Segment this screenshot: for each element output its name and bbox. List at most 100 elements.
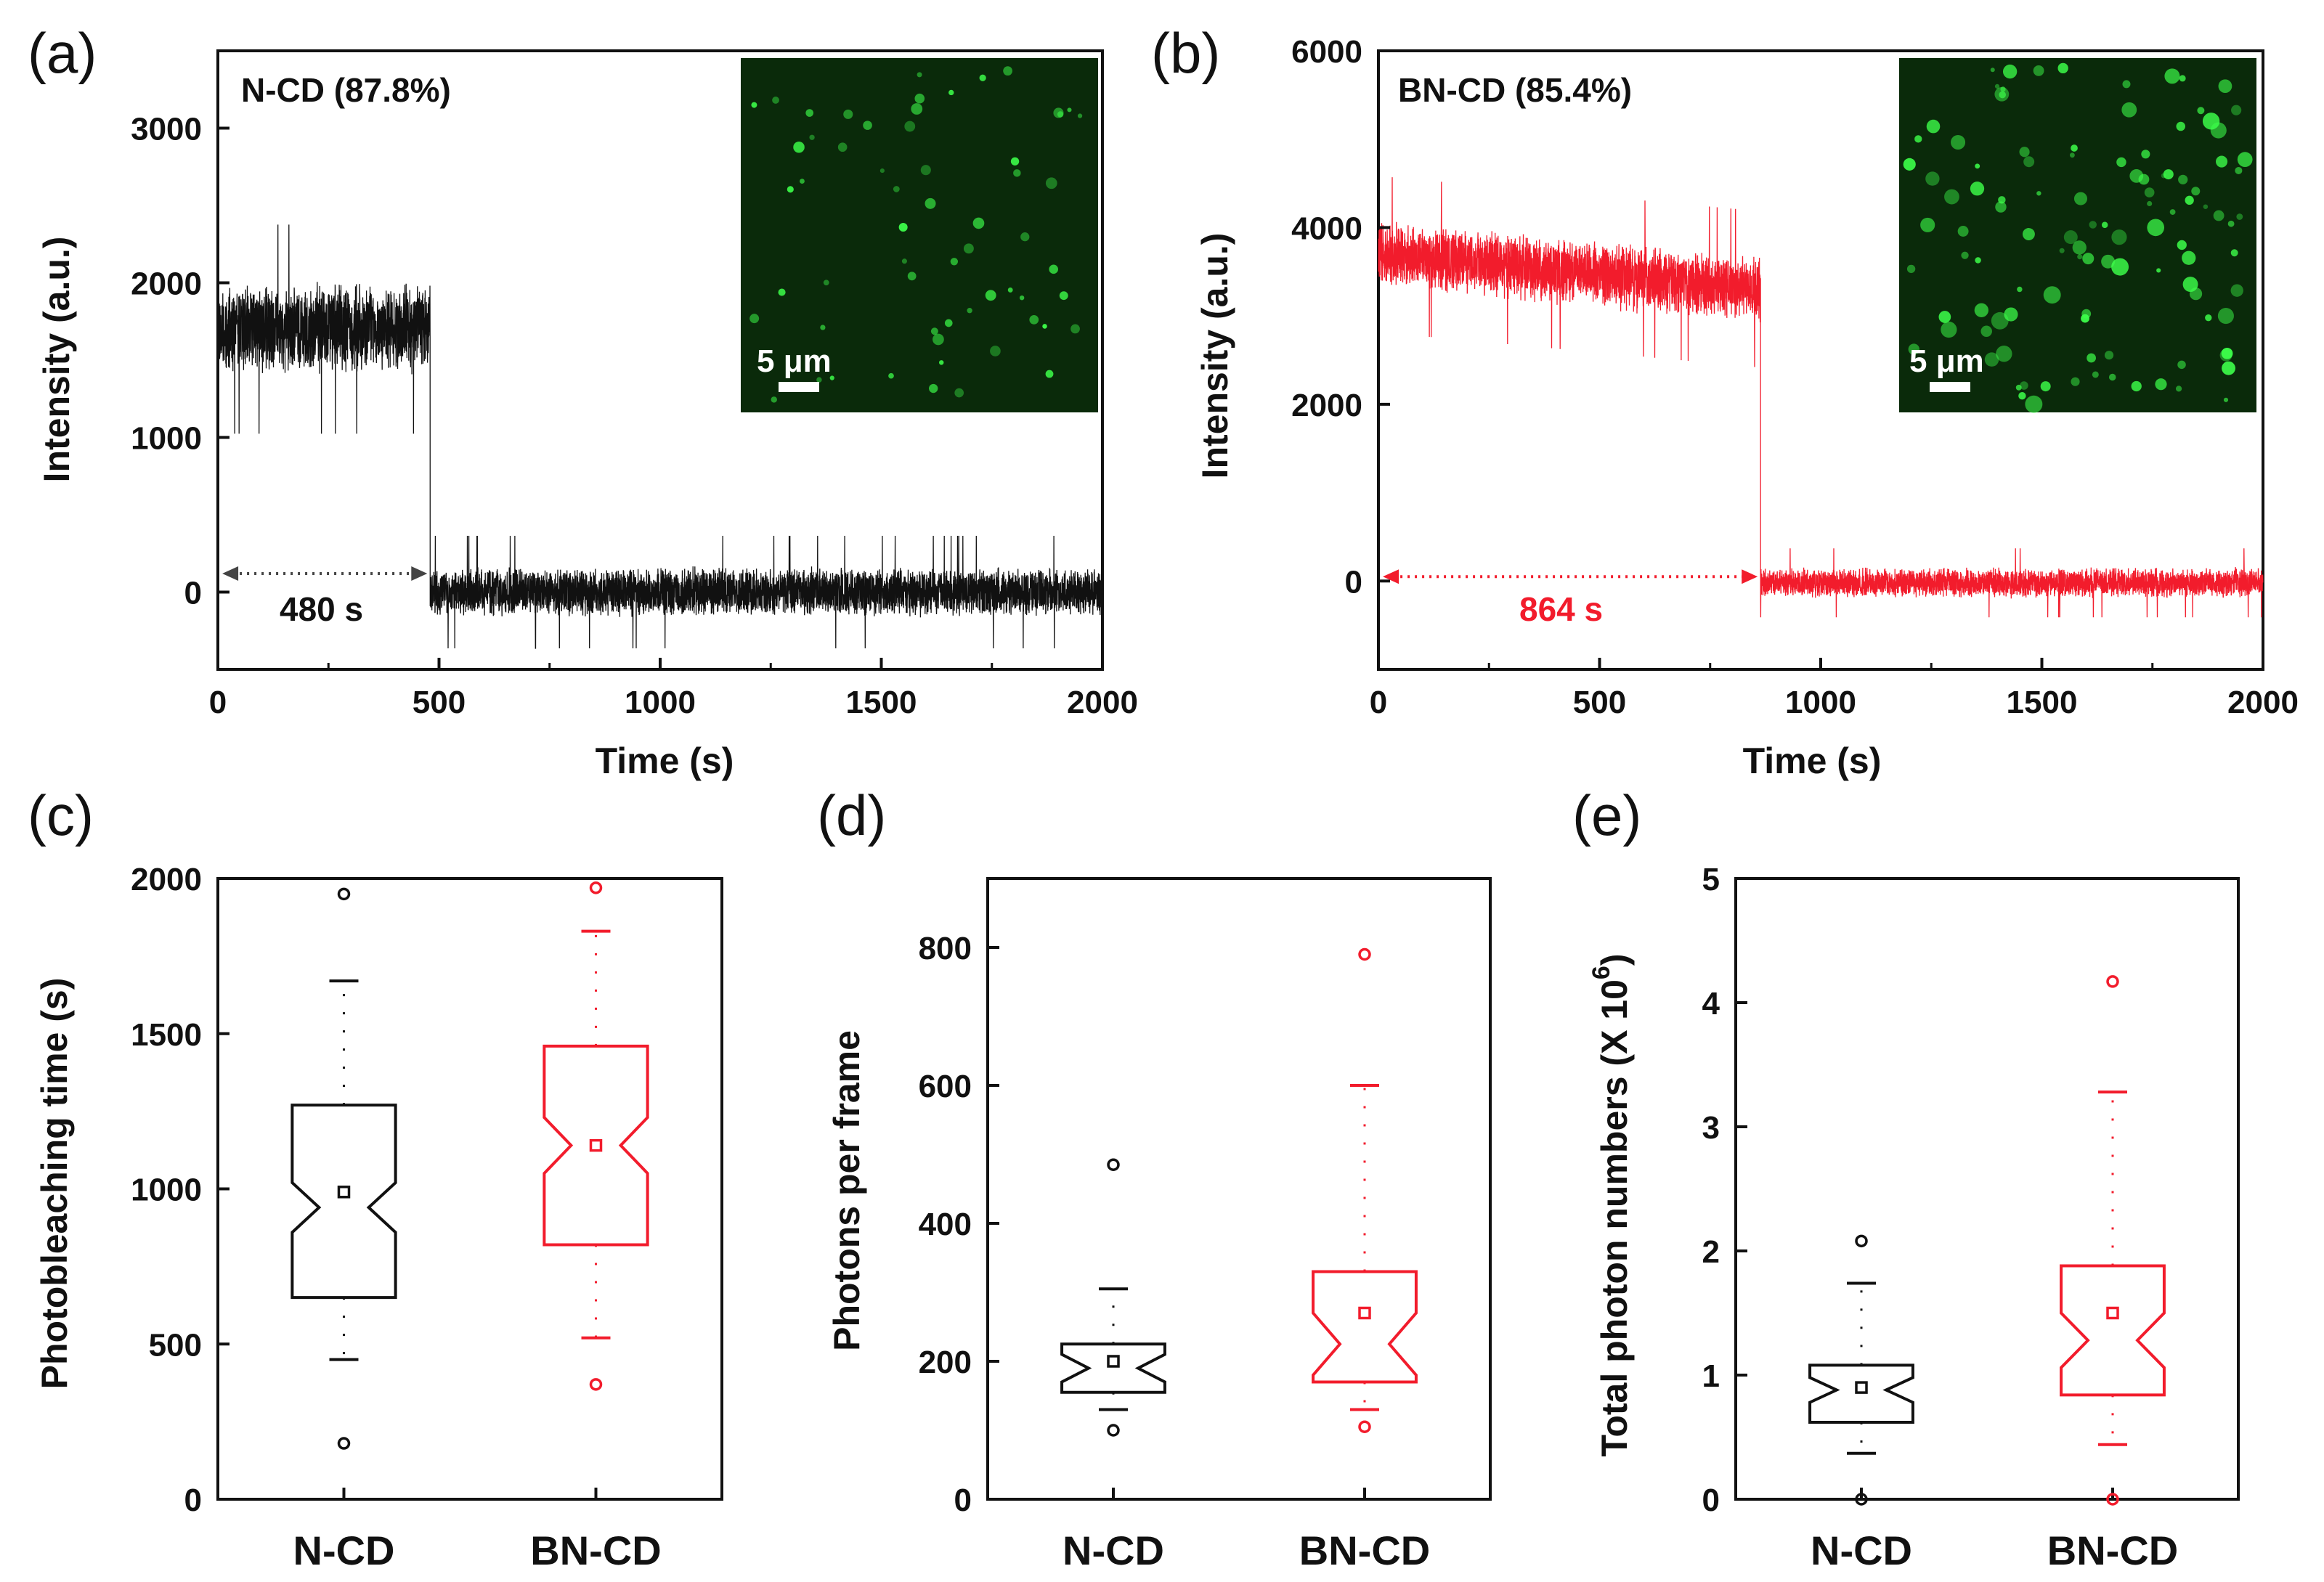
y-tick-label: 2000 — [131, 266, 202, 302]
fluorescent-spot — [820, 325, 826, 330]
y-tick-label: 400 — [919, 1207, 972, 1242]
fluorescent-spot — [2138, 174, 2150, 185]
fluorescent-spot — [800, 179, 805, 184]
y-axis-title-e-main: Total photon numbers (X 10 — [1594, 979, 1635, 1456]
fluorescent-spot — [1995, 201, 2007, 213]
y-tick-label: 4000 — [1291, 211, 1362, 246]
y-tick-label: 0 — [1345, 564, 1362, 600]
arrow-head-left — [1383, 569, 1399, 584]
fluorescent-spot — [1941, 321, 1957, 338]
panel-label-b: (b) — [1151, 21, 1220, 85]
fluorescent-spot — [816, 377, 822, 383]
y-axis-title-c: Photobleaching time (s) — [34, 978, 75, 1390]
boxplot-c: 0 500 1000 1500 2000 N-CD BN-CD — [131, 862, 662, 1573]
y-tick-label: 4 — [1702, 986, 1720, 1022]
fluorescent-spot — [1975, 257, 1981, 264]
fluorescent-spot — [2002, 64, 2018, 79]
fluorescent-spot — [829, 375, 834, 380]
fluorescent-spot — [2017, 286, 2023, 293]
fluorescent-spot — [2116, 157, 2126, 168]
y-tick-label: 1000 — [131, 1173, 202, 1208]
fluorescent-spot — [1903, 158, 1916, 171]
notched-box — [1312, 1270, 1418, 1384]
category-label: N-CD — [1811, 1528, 1912, 1573]
y-tick-label: 600 — [919, 1069, 972, 1104]
fluorescent-spot — [2022, 228, 2035, 240]
fluorescent-spot — [2203, 204, 2209, 209]
fluorescent-spot — [2227, 220, 2235, 227]
notched-box — [2060, 1264, 2166, 1397]
fluorescent-spot — [2019, 147, 2030, 158]
fluorescent-spot — [1970, 182, 1985, 196]
notched-box — [290, 1104, 397, 1300]
y-tick-label: 1000 — [131, 421, 202, 457]
fluorescent-spot — [1920, 217, 1935, 232]
panel-a: (a) 5 μm 0 500 1000 1500 2000 0100020003000 … — [28, 21, 1138, 781]
fluorescence-inset-a: 5 μm — [741, 58, 1098, 412]
fluorescent-spot — [2164, 68, 2180, 84]
fluorescent-spot — [787, 186, 794, 193]
fluorescent-spot — [2040, 381, 2051, 392]
category-label: BN-CD — [2047, 1528, 2178, 1573]
fluorescent-spot — [888, 372, 894, 379]
y-tick-label: 1500 — [131, 1017, 202, 1053]
fluorescent-spot — [2036, 191, 2041, 196]
panel-label-c: (c) — [28, 783, 94, 847]
mean-marker — [337, 1186, 351, 1199]
x-tick-label: 1500 — [846, 685, 917, 720]
outlier-point — [337, 887, 351, 901]
fluorescent-spot — [843, 109, 853, 119]
fluorescent-spot — [2177, 240, 2187, 250]
fluorescent-spot — [1994, 86, 2010, 102]
fluorescent-spot — [837, 142, 848, 152]
fluorescent-spot — [1003, 66, 1012, 76]
fluorescent-spot — [1994, 83, 2000, 89]
y-tick-label: 800 — [919, 931, 972, 966]
fluorescent-spot — [2071, 377, 2080, 386]
fluorescent-spot — [1053, 107, 1064, 118]
fluorescent-spot — [2216, 155, 2228, 168]
outlier-point — [337, 1437, 351, 1450]
fluorescent-spot — [2221, 347, 2233, 359]
fluorescent-spot — [2217, 308, 2234, 325]
fluorescent-spot — [907, 272, 917, 281]
fluorescent-spot — [2141, 150, 2150, 159]
fluorescent-spot — [911, 103, 923, 115]
y-tick-label: 5 — [1702, 862, 1720, 897]
outlier-point — [589, 1378, 603, 1391]
fluorescent-spot — [1029, 315, 1039, 325]
fluorescent-spot — [2101, 254, 2116, 269]
fluorescent-spot — [1059, 291, 1068, 301]
fluorescent-spot — [901, 258, 907, 264]
fluorescent-spot — [1980, 325, 1992, 338]
fluorescent-spot — [2057, 62, 2068, 74]
fluorescent-spot — [2176, 121, 2186, 131]
fluorescent-spot — [1906, 264, 1916, 274]
fluorescent-spot — [967, 308, 972, 314]
x-tick-label: 2000 — [1067, 685, 1138, 720]
arrow-head-right — [411, 566, 428, 581]
fluorescent-spot — [749, 314, 760, 324]
y-tick-label: 2000 — [131, 862, 202, 897]
x-tick-label: 1500 — [2007, 685, 2078, 720]
fluorescent-spot — [2033, 65, 2044, 76]
y-tick-label: 500 — [149, 1327, 202, 1363]
fluorescent-spot — [1975, 163, 1980, 169]
y-ticks-b: 0 2000 4000 6000 — [1291, 34, 1390, 600]
fluorescent-spot — [2111, 229, 2127, 245]
category-label: N-CD — [1063, 1528, 1164, 1573]
fluorescent-spot — [793, 142, 805, 153]
fluorescent-spot — [1045, 177, 1057, 189]
x-axis-title-a: Time (s) — [596, 741, 734, 781]
fluorescent-spot — [1042, 324, 1047, 329]
x-axis-title-b: Time (s) — [1743, 741, 1882, 781]
fluorescent-spot — [2213, 210, 2225, 221]
fluorescent-spot — [1999, 91, 2007, 99]
y-axis-title-e-sup: 6 — [1588, 966, 1615, 979]
fluorescent-spot — [2144, 187, 2155, 197]
fluorescent-spot — [948, 89, 954, 96]
fluorescent-spot — [1908, 343, 1919, 355]
y-tick-label: 1 — [1702, 1358, 1720, 1394]
fluorescent-spot — [2004, 307, 2018, 322]
fluorescent-spot — [1990, 68, 1995, 73]
